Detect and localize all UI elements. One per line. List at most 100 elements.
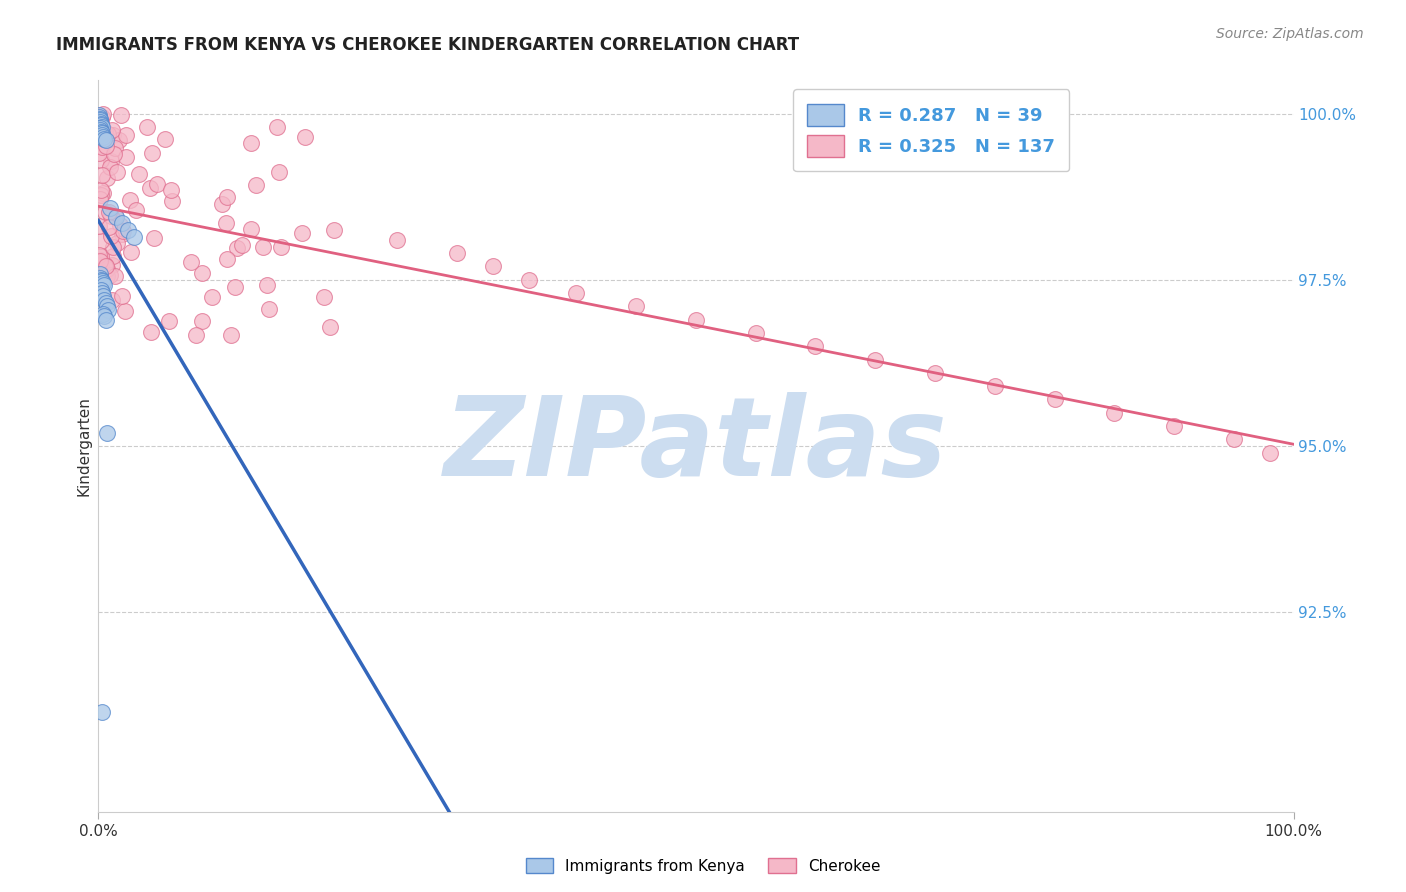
Point	[104, 141, 127, 155]
Point	[124, 229, 146, 244]
Point	[180, 254, 202, 268]
Point	[90, 153, 112, 168]
Point	[139, 180, 162, 194]
Point	[157, 314, 180, 328]
Point	[98, 204, 121, 219]
Point	[118, 193, 141, 207]
Point	[103, 249, 125, 263]
Point	[89, 254, 111, 268]
Point	[1258, 445, 1281, 459]
Point	[96, 268, 118, 283]
Point	[565, 286, 588, 301]
Point	[155, 132, 177, 146]
Point	[100, 209, 122, 223]
Point	[89, 110, 111, 124]
Point	[865, 352, 887, 367]
Point	[90, 234, 112, 248]
Point	[87, 108, 110, 122]
Point	[1043, 392, 1066, 407]
Point	[104, 209, 127, 223]
Point	[270, 240, 292, 254]
Point	[256, 278, 278, 293]
Point	[96, 170, 118, 185]
Point	[90, 273, 112, 287]
Point	[91, 274, 114, 288]
Point	[90, 116, 112, 130]
Point	[93, 310, 115, 324]
Point	[211, 196, 233, 211]
Point	[239, 221, 262, 235]
Point	[90, 119, 112, 133]
Point	[115, 128, 138, 142]
Point	[90, 140, 112, 154]
Point	[110, 218, 132, 232]
Point	[100, 154, 122, 169]
Point	[745, 326, 768, 340]
Point	[141, 325, 163, 339]
Point	[141, 146, 163, 161]
Point	[217, 252, 239, 266]
Point	[685, 312, 707, 326]
Point	[91, 110, 114, 124]
Point	[385, 233, 409, 247]
Point	[87, 146, 110, 161]
Point	[91, 286, 114, 301]
Point	[90, 169, 112, 183]
Point	[108, 134, 131, 148]
Point	[89, 112, 111, 126]
Point	[111, 216, 134, 230]
Point	[91, 128, 114, 142]
Point	[89, 271, 111, 285]
Point	[111, 224, 134, 238]
Point	[446, 246, 468, 260]
Point	[245, 178, 267, 193]
Point	[101, 128, 124, 143]
Point	[91, 127, 114, 141]
Point	[1163, 419, 1185, 434]
Point	[96, 261, 118, 276]
Point	[93, 293, 115, 307]
Point	[87, 219, 110, 234]
Point	[105, 210, 128, 224]
Text: ZIPatlas: ZIPatlas	[444, 392, 948, 500]
Point	[97, 128, 120, 142]
Point	[191, 266, 214, 280]
Point	[89, 268, 111, 282]
Point	[221, 328, 243, 343]
Point	[96, 259, 118, 273]
Point	[91, 289, 114, 303]
Point	[267, 164, 290, 178]
Point	[319, 319, 342, 334]
Text: Source: ZipAtlas.com: Source: ZipAtlas.com	[1216, 27, 1364, 41]
Point	[160, 183, 183, 197]
Point	[1223, 433, 1246, 447]
Legend: Immigrants from Kenya, Cherokee: Immigrants from Kenya, Cherokee	[520, 852, 886, 880]
Point	[266, 120, 288, 134]
Point	[96, 139, 118, 153]
Point	[90, 249, 112, 263]
Point	[104, 269, 127, 284]
Point	[103, 147, 125, 161]
Point	[93, 132, 115, 146]
Point	[90, 184, 112, 198]
Point	[89, 266, 111, 280]
Point	[94, 205, 117, 219]
Point	[114, 304, 136, 318]
Point	[94, 312, 117, 326]
Point	[90, 188, 112, 202]
Point	[89, 114, 111, 128]
Point	[240, 136, 263, 150]
Point	[89, 121, 111, 136]
Point	[98, 201, 122, 215]
Point	[100, 258, 122, 272]
Point	[91, 107, 114, 121]
Point	[125, 203, 148, 218]
Point	[201, 290, 224, 304]
Point	[323, 223, 346, 237]
Point	[90, 253, 112, 268]
Point	[90, 258, 112, 272]
Point	[984, 379, 1007, 393]
Point	[105, 235, 128, 250]
Point	[481, 260, 505, 274]
Point	[312, 290, 335, 304]
